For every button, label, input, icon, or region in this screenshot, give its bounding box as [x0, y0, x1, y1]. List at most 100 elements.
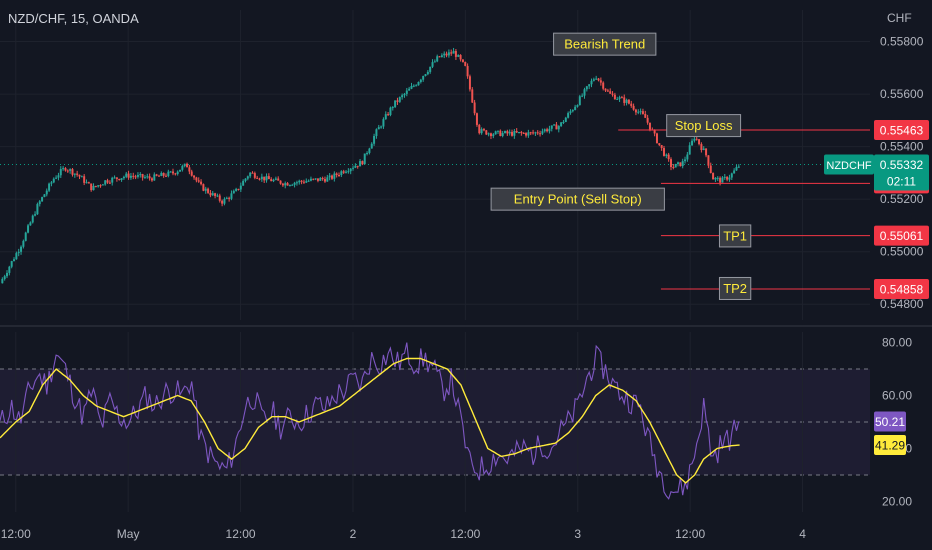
time-tick-label: 12:00	[226, 527, 256, 541]
candle	[228, 196, 231, 202]
candle	[511, 129, 514, 137]
candle	[193, 174, 196, 180]
candle	[403, 92, 406, 98]
candle	[342, 169, 345, 174]
candle	[218, 193, 221, 203]
candle	[176, 170, 179, 176]
candle	[8, 265, 11, 276]
candle	[164, 173, 167, 178]
candle	[3, 274, 6, 281]
candle	[356, 165, 359, 169]
candle	[24, 231, 27, 242]
candle	[627, 99, 630, 105]
candle	[183, 163, 186, 168]
annotation-text: Entry Point (Sell Stop)	[514, 192, 642, 207]
time-tick-label: 2	[350, 527, 357, 541]
candle	[684, 156, 687, 164]
candle	[55, 175, 58, 180]
candle	[555, 122, 558, 130]
candle	[277, 176, 280, 181]
rsi-pane[interactable]	[0, 332, 870, 512]
candle	[674, 163, 677, 168]
candle	[625, 98, 628, 106]
candle	[475, 112, 478, 127]
time-tick-label: May	[117, 527, 140, 541]
candle	[200, 179, 203, 186]
last-price-badge: NZDCHF 0.55332 02:11	[824, 154, 929, 191]
candle	[181, 164, 184, 172]
candle	[22, 239, 25, 249]
candle	[489, 132, 492, 140]
candle	[518, 131, 521, 134]
candle	[108, 180, 111, 185]
candle	[597, 77, 600, 82]
candle	[471, 87, 474, 104]
price-axis[interactable]: CHF 0.548000.550000.552000.554000.556000…	[824, 11, 929, 311]
candle	[443, 51, 446, 59]
candle	[468, 74, 471, 92]
candle	[716, 176, 719, 181]
candle	[52, 177, 55, 184]
candle	[1, 277, 4, 284]
price-tick-label: 0.55800	[880, 35, 924, 49]
candle	[221, 199, 224, 207]
candle	[646, 114, 649, 125]
candle	[387, 112, 390, 116]
rsi-line	[0, 342, 740, 500]
candle	[613, 92, 616, 100]
candle	[345, 170, 348, 174]
candle	[232, 189, 235, 194]
candle	[211, 190, 214, 197]
candle	[305, 178, 308, 183]
candle	[197, 177, 200, 183]
time-axis[interactable]: 12:00 May 12:00 2 12:00 3 12:00 4	[1, 527, 806, 541]
candle	[728, 174, 731, 182]
candle	[6, 270, 9, 279]
candle	[101, 183, 104, 186]
price-pane[interactable]: Bearish Trend Stop Loss Entry Point (Sell …	[0, 10, 870, 320]
price-axis-unit: CHF	[887, 11, 912, 25]
candle	[115, 177, 118, 182]
candle	[662, 145, 665, 157]
candle	[527, 129, 530, 138]
candle	[707, 155, 710, 169]
candle	[223, 197, 226, 206]
candle	[263, 176, 266, 183]
candle	[186, 162, 189, 168]
candle	[143, 175, 146, 179]
candle	[419, 78, 422, 84]
candle	[160, 171, 163, 177]
symbol-label[interactable]: NZD/CHF, 15, OANDA	[8, 11, 139, 26]
candle	[620, 95, 623, 99]
candle	[445, 51, 448, 58]
candle	[363, 153, 366, 165]
candle	[609, 88, 612, 94]
candle	[384, 111, 387, 120]
candle	[714, 177, 717, 182]
candle	[50, 180, 53, 187]
candle	[288, 184, 291, 187]
candle	[249, 172, 252, 179]
rsi-series	[0, 342, 740, 500]
candle	[569, 109, 572, 115]
candle	[450, 49, 453, 56]
candle	[48, 182, 51, 193]
candle	[688, 142, 691, 155]
candle	[66, 169, 69, 173]
rsi-value-badge: 41.29	[874, 435, 906, 456]
candle	[506, 129, 509, 136]
candle	[660, 144, 663, 151]
candle	[576, 104, 579, 108]
candle	[284, 181, 287, 189]
candle	[499, 129, 502, 137]
candle	[207, 187, 210, 194]
candle	[246, 175, 249, 181]
candle	[85, 179, 88, 184]
candle	[438, 56, 441, 58]
candle	[700, 142, 703, 153]
candle	[667, 152, 670, 162]
candle	[501, 130, 504, 138]
candle	[422, 75, 425, 82]
